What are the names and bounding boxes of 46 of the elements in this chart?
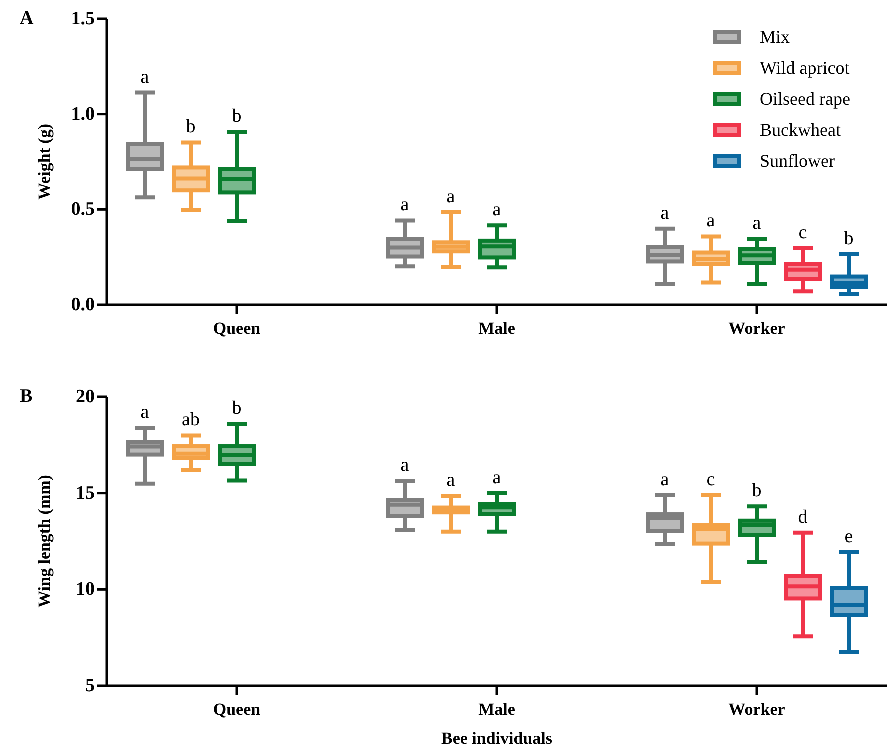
x-axis-title: Bee individuals: [441, 729, 553, 748]
annotation: a: [400, 455, 410, 476]
annotation: a: [140, 66, 150, 88]
annotation: b: [186, 116, 196, 138]
chart-title: B: [20, 386, 33, 407]
annotation: a: [446, 470, 456, 492]
legend-label: Buckwheat: [760, 120, 841, 140]
legend-label: Mix: [760, 27, 790, 47]
x-tick-label: Worker: [728, 700, 786, 719]
annotation: a: [140, 402, 150, 424]
annotation: a: [492, 200, 502, 221]
y-tick-label: 15: [76, 482, 95, 504]
annotation: a: [400, 194, 410, 216]
legend-label: Sunflower: [760, 151, 835, 171]
annotation: a: [752, 213, 762, 234]
y-axis-title: Weight (g): [35, 124, 54, 200]
chart-title: A: [20, 8, 34, 29]
y-tick-label: 1.0: [71, 104, 95, 125]
annotation: a: [706, 210, 716, 232]
legend-label: Oilseed rape: [760, 89, 850, 109]
annotation: d: [798, 506, 808, 528]
y-tick-label: 20: [76, 386, 95, 408]
annotation: c: [706, 469, 716, 490]
annotation: a: [660, 202, 670, 224]
y-axis-title: Wing length (mm): [35, 475, 54, 608]
y-tick-label: 1.5: [71, 8, 95, 30]
y-tick-label: 10: [76, 579, 95, 600]
annotation: a: [660, 469, 670, 490]
x-tick-label: Worker: [728, 319, 786, 338]
annotation: b: [844, 228, 854, 250]
annotation: c: [798, 222, 808, 244]
x-tick-label: Male: [478, 700, 516, 719]
y-tick-label: 0.0: [71, 294, 95, 316]
annotation: e: [844, 526, 854, 548]
annotation: a: [446, 186, 456, 208]
x-tick-label: Queen: [213, 700, 262, 719]
y-tick-label: 5: [86, 676, 95, 696]
x-tick-label: Queen: [213, 319, 262, 338]
annotation: b: [232, 106, 242, 128]
legend-label: Wild apricot: [760, 58, 850, 78]
annotation: a: [492, 468, 502, 489]
y-tick-label: 0.5: [71, 199, 95, 220]
annotation: ab: [182, 410, 200, 431]
annotation: b: [752, 480, 762, 502]
x-tick-label: Male: [478, 319, 516, 338]
annotation: b: [232, 398, 242, 419]
